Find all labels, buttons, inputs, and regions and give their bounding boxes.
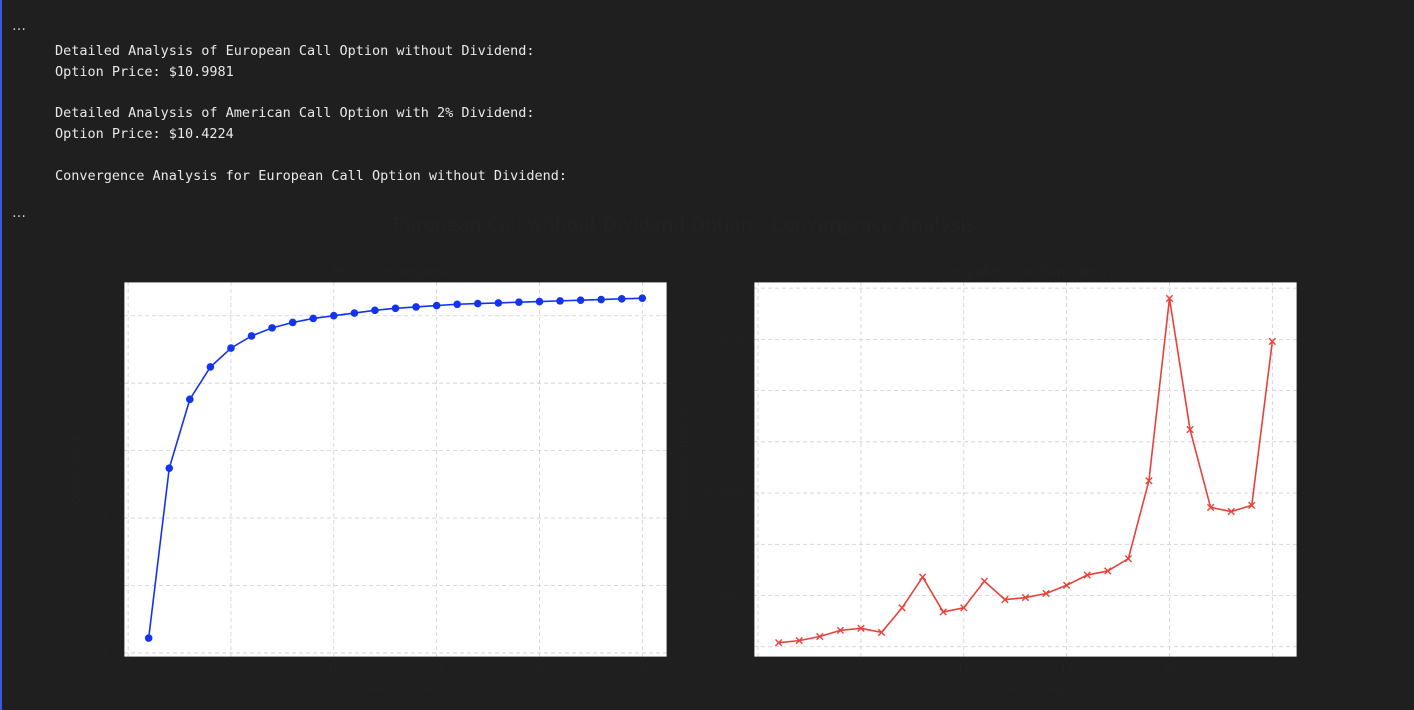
output-collapse-ellipsis[interactable]: … bbox=[12, 18, 27, 34]
price-x-axis-label: Number of Steps bbox=[347, 681, 444, 695]
complexity-data-point bbox=[1021, 593, 1030, 602]
complexity-x-tick-label: 5 bbox=[858, 664, 865, 676]
price-data-point bbox=[227, 344, 235, 352]
complexity-data-point bbox=[898, 604, 906, 612]
complexity-data-point bbox=[1104, 567, 1112, 575]
complexity-x-tick-label: 20 bbox=[1163, 664, 1176, 676]
price-data-point bbox=[268, 324, 276, 332]
figure-suptitle: European Call without Dividend Option - … bbox=[393, 215, 975, 236]
complexity-data-point bbox=[877, 628, 886, 637]
complexity-data-point bbox=[1165, 294, 1174, 303]
complexity-data-point bbox=[1227, 507, 1235, 516]
price-y-tick-label: 8.5 bbox=[101, 647, 118, 659]
price-data-point bbox=[144, 634, 153, 642]
complexity-data-point bbox=[1001, 595, 1009, 604]
price-y-tick-label: 11.0 bbox=[95, 310, 118, 322]
complexity-data-point bbox=[857, 624, 865, 633]
price-plot-area bbox=[124, 282, 667, 657]
complexity-data-point bbox=[816, 632, 824, 641]
complexity-x-tick-label: 15 bbox=[1060, 664, 1073, 676]
price-x-tick-label: 15 bbox=[430, 664, 443, 676]
price-data-point bbox=[206, 363, 215, 371]
price-data-point bbox=[535, 297, 544, 306]
price-data-point bbox=[473, 299, 482, 308]
complexity-data-point bbox=[1083, 571, 1091, 579]
price-data-point bbox=[556, 297, 564, 305]
price-y-tick-label: 10.5 bbox=[95, 378, 118, 390]
computational-complexity-chart: 0 5 10 15 20 25 0.00000 0.00025 0.00050 0.00075 0.… bbox=[677, 264, 1298, 695]
price-data-point bbox=[515, 298, 523, 307]
price-plot-frame bbox=[123, 281, 668, 658]
complexity-data-point bbox=[980, 577, 989, 585]
complexity-y-tick-label: 0.00150 bbox=[705, 334, 748, 346]
complexity-x-tick-label: 25 bbox=[1266, 664, 1279, 676]
complexity-data-point bbox=[836, 626, 845, 635]
price-x-tick-label: 10 bbox=[327, 664, 340, 676]
price-y-tick-label: 10.0 bbox=[95, 445, 118, 457]
complexity-x-axis-label: Number of Steps bbox=[977, 681, 1074, 695]
complexity-data-point bbox=[795, 636, 803, 645]
price-x-tick-label: 20 bbox=[533, 664, 546, 676]
price-data-point bbox=[617, 295, 626, 303]
output-line-american-price: Option Price: $10.4224 bbox=[55, 126, 234, 142]
complexity-data-point bbox=[960, 604, 968, 612]
price-data-point bbox=[412, 303, 420, 311]
complexity-data-point bbox=[1248, 501, 1256, 510]
price-convergence-chart: 0 5 10 15 20 25 8.5 9.0 9.5 10.0 10.5 11.0 Price Con… bbox=[69, 264, 668, 695]
complexity-y-tick-label: 0.00000 bbox=[705, 641, 748, 653]
complexity-y-tick-label: 0.00025 bbox=[705, 590, 748, 602]
price-data-point bbox=[350, 309, 359, 317]
price-x-tick-label: 5 bbox=[228, 664, 235, 676]
figure-canvas: European Call without Dividend Option - … bbox=[69, 215, 1298, 695]
figure-collapse-ellipsis[interactable]: … bbox=[12, 205, 27, 221]
price-data-point bbox=[638, 294, 647, 302]
complexity-data-point bbox=[1124, 554, 1133, 563]
price-x-tick-label: 0 bbox=[125, 664, 132, 676]
price-y-tick-label: 9.0 bbox=[101, 580, 118, 592]
price-y-axis-label: Option Price bbox=[69, 434, 83, 504]
complexity-data-point bbox=[1206, 503, 1215, 512]
output-line-convergence-header: Convergence Analysis for European Call O… bbox=[55, 168, 568, 184]
price-data-point bbox=[329, 311, 338, 320]
cell-left-bar bbox=[0, 0, 2, 710]
complexity-plot-frame bbox=[753, 281, 1298, 658]
complexity-plot-area bbox=[754, 282, 1297, 657]
price-data-point bbox=[165, 464, 174, 472]
complexity-data-point bbox=[774, 638, 783, 647]
price-x-tick-label: 25 bbox=[636, 664, 649, 676]
output-line-european-header: Detailed Analysis of European Call Optio… bbox=[55, 43, 535, 59]
complexity-data-point bbox=[939, 608, 947, 616]
complexity-x-tick-label: 0 bbox=[755, 664, 762, 676]
complexity-data-point bbox=[918, 573, 927, 581]
price-data-point bbox=[453, 300, 462, 309]
price-data-point bbox=[576, 296, 585, 305]
complexity-data-point bbox=[1062, 581, 1071, 589]
output-line-american-header: Detailed Analysis of American Call Optio… bbox=[55, 105, 535, 121]
price-y-tick-label: 9.5 bbox=[101, 513, 118, 525]
complexity-data-point bbox=[1186, 425, 1194, 434]
complexity-y-tick-label: 0.00100 bbox=[705, 436, 748, 448]
price-data-point bbox=[186, 395, 194, 404]
price-data-point bbox=[494, 299, 503, 307]
complexity-y-tick-label: 0.00175 bbox=[705, 283, 748, 295]
complexity-data-point bbox=[1042, 589, 1050, 598]
complexity-x-tick-label: 10 bbox=[957, 664, 970, 676]
price-data-point bbox=[288, 318, 297, 327]
complexity-data-point bbox=[1268, 337, 1277, 346]
complexity-y-tick-label: 0.00050 bbox=[705, 539, 748, 551]
price-data-point bbox=[309, 314, 318, 323]
complexity-y-tick-label: 0.00125 bbox=[705, 385, 748, 397]
complexity-y-axis-label: Computation Time (s) bbox=[677, 407, 691, 532]
price-data-point bbox=[371, 306, 379, 315]
price-data-point bbox=[597, 295, 605, 304]
complexity-y-tick-label: 0.00075 bbox=[705, 488, 748, 500]
output-line-european-price: Option Price: $10.9981 bbox=[55, 64, 234, 80]
complexity-chart-title: Computational Complexity bbox=[936, 264, 1116, 280]
price-chart-title: Price Convergence bbox=[332, 264, 458, 280]
price-data-point bbox=[432, 301, 441, 310]
price-data-point bbox=[391, 304, 400, 313]
price-data-point bbox=[247, 332, 256, 340]
complexity-data-point bbox=[1145, 477, 1153, 485]
